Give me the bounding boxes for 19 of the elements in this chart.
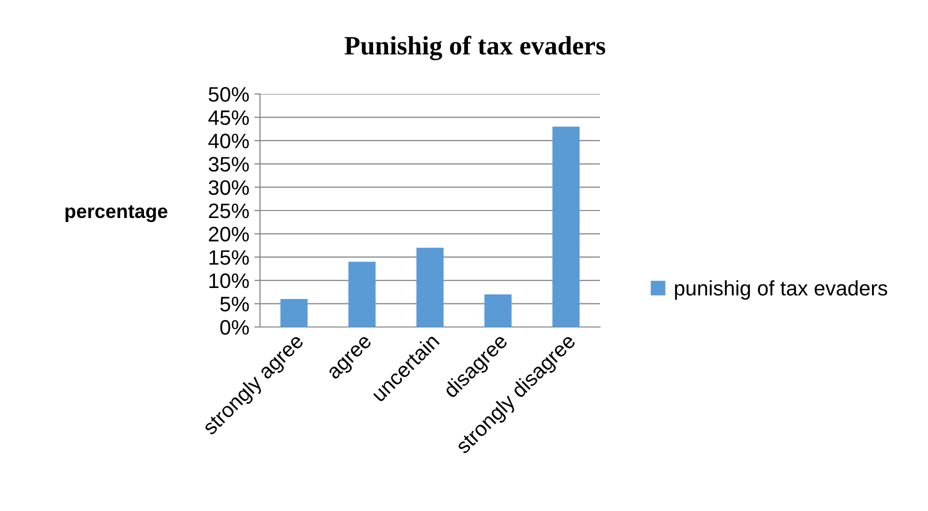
bar bbox=[416, 248, 444, 327]
y-tick-label: 0% bbox=[220, 320, 249, 335]
chart-title: Punishig of tax evaders bbox=[344, 36, 606, 60]
y-tick-label: 50% bbox=[208, 87, 249, 102]
legend-label: punishig of tax evaders bbox=[675, 280, 888, 300]
y-tick-label: 25% bbox=[208, 204, 249, 218]
bar bbox=[484, 294, 512, 327]
y-tick-label: 5% bbox=[220, 296, 249, 312]
y-tick-label: 20% bbox=[208, 226, 249, 242]
y-tick-label: 40% bbox=[208, 134, 249, 148]
y-tick-label: 15% bbox=[209, 250, 249, 265]
y-tick-label: 30% bbox=[208, 180, 249, 195]
y-tick-label: 10% bbox=[209, 273, 249, 288]
y-axis-title: percentage bbox=[66, 205, 168, 222]
bar bbox=[348, 262, 376, 327]
bar bbox=[552, 126, 580, 327]
y-tick-label: 35% bbox=[208, 156, 249, 172]
bar bbox=[280, 299, 308, 327]
y-tick-label: 45% bbox=[208, 110, 249, 126]
